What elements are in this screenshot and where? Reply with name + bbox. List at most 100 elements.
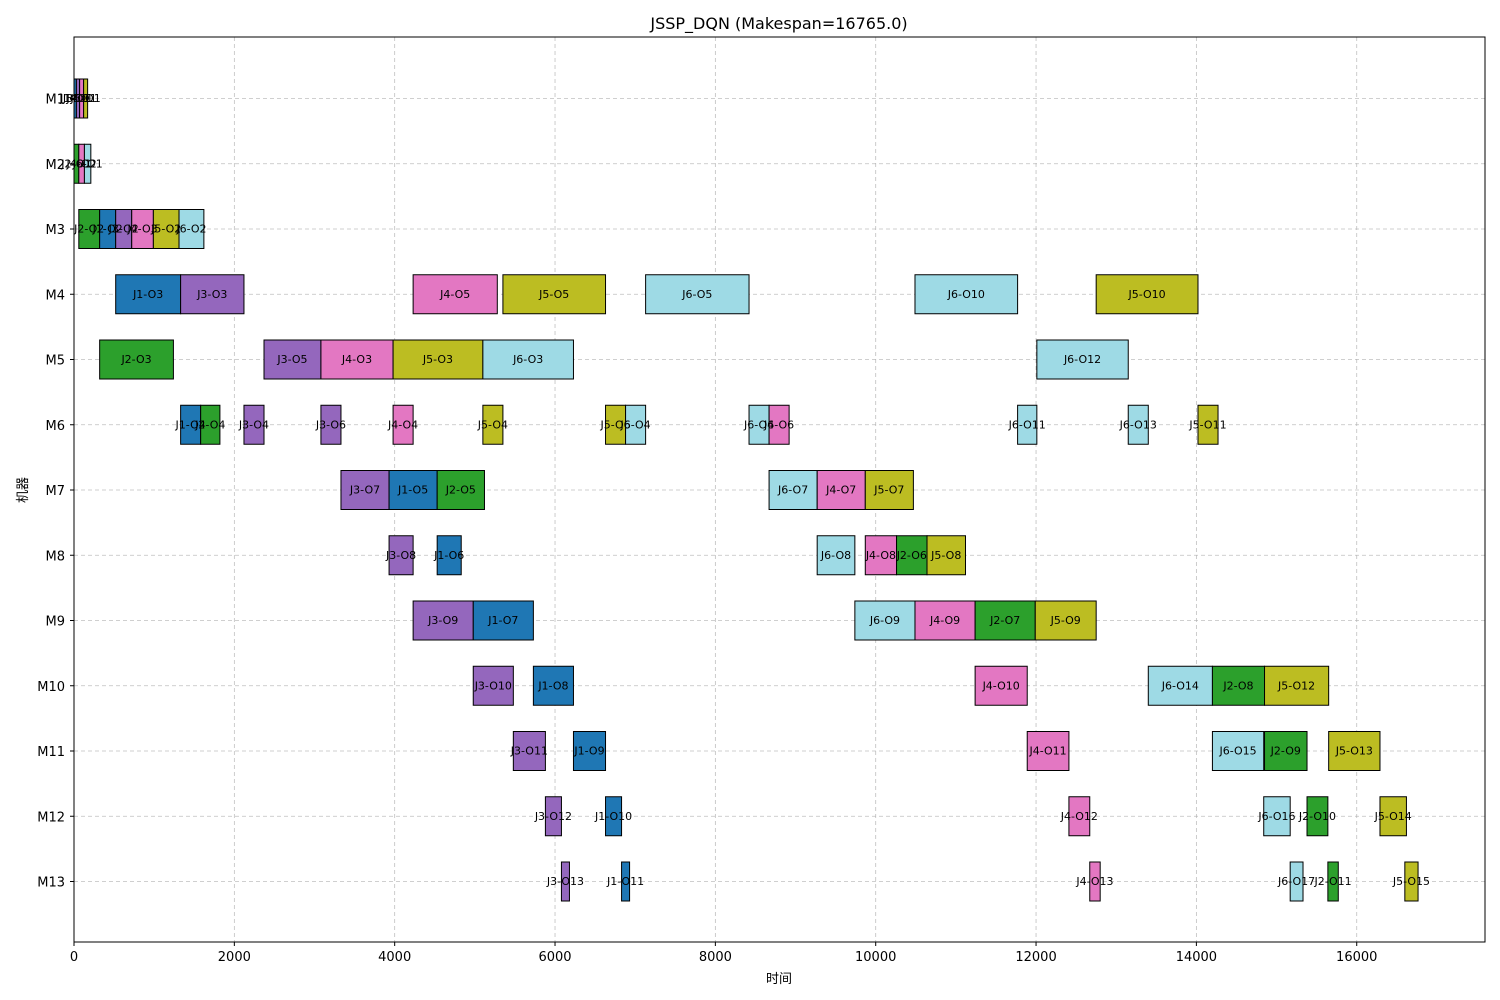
task-label: J3-O6: [315, 418, 346, 431]
task-bar: [864, 470, 914, 510]
y-tick-label: M3: [46, 223, 66, 238]
task-bar: [1328, 731, 1381, 771]
task-bar: [392, 404, 414, 445]
task-label: J3-O10: [474, 679, 512, 692]
task-label: J4-O2: [66, 157, 97, 170]
task-bar: [1036, 339, 1129, 380]
task-label: J1-O2: [92, 223, 123, 236]
task-label: J2-O4: [194, 418, 225, 431]
task-label: J1-O1: [59, 92, 90, 105]
task-bar: [388, 535, 414, 576]
task-label: J1-O10: [594, 810, 632, 823]
task-label: J5-O2: [150, 223, 181, 236]
task-label: J6-O7: [777, 484, 808, 497]
task-bar: [1034, 600, 1097, 641]
task-bar: [1089, 861, 1101, 902]
task-bar: [1306, 796, 1329, 837]
task-bar: [200, 404, 221, 445]
task-label: J5-O11: [1188, 418, 1226, 431]
task-label: J3-O12: [534, 810, 572, 823]
task-label: J5-O15: [1392, 875, 1430, 888]
task-bar: [412, 274, 498, 315]
y-tick-label: M9: [46, 615, 66, 630]
task-label: J1-O3: [132, 288, 163, 301]
task-label: J4-O9: [929, 614, 960, 627]
task-bar: [412, 600, 474, 641]
task-label: J6-O12: [1063, 353, 1101, 366]
task-bar: [645, 274, 750, 315]
task-bar: [180, 274, 245, 315]
task-bar: [482, 339, 574, 380]
task-bar: [340, 470, 390, 510]
task-label: J6-O13: [1119, 418, 1157, 431]
task-bar: [1379, 796, 1407, 837]
task-label: J2-O8: [1222, 679, 1253, 692]
y-tick-label: M5: [46, 354, 66, 369]
task-bar: [816, 535, 856, 576]
task-label: J1-O11: [606, 875, 644, 888]
task-bar: [472, 665, 514, 706]
task-label: J4-O1: [66, 92, 97, 105]
y-axis-ticks: M1 M2 M3 M4 M5 M6 M7 M8 M9 M10 M11 M12 M13: [37, 93, 74, 891]
task-bar: [83, 143, 92, 184]
task-bar: [1068, 796, 1091, 837]
task-label: J6-O5: [681, 288, 712, 301]
task-label: J2-O10: [1298, 810, 1336, 823]
x-tick-label: 8000: [699, 950, 732, 965]
task-label: J5-O3: [422, 353, 453, 366]
task-label: J3-O1: [62, 92, 93, 105]
task-label: J6-O10: [947, 288, 985, 301]
task-label: J3-O8: [385, 549, 416, 562]
task-bar: [1404, 861, 1419, 902]
task-label: J5-O7: [873, 484, 904, 497]
task-bar: [1017, 404, 1038, 445]
task-label: J6-O3: [512, 353, 543, 366]
task-bar: [436, 470, 485, 510]
task-label: J4-O6: [763, 418, 794, 431]
y-tick-label: M1: [46, 93, 66, 108]
task-label: J1-O5: [397, 484, 428, 497]
task-label: J3-O7: [349, 484, 380, 497]
x-tick-label: 12000: [1015, 950, 1056, 965]
task-bar: [243, 404, 265, 445]
task-label: J5-O12: [1277, 679, 1315, 692]
y-tick-label: M7: [46, 484, 66, 499]
x-axis-title: 时间: [766, 972, 792, 987]
task-bar: [99, 339, 174, 380]
task-bar: [625, 404, 647, 445]
task-bar: [1211, 665, 1266, 706]
task-label: J6-O4: [620, 418, 651, 431]
task-label: J4-O8: [865, 549, 896, 562]
task-bar: [768, 404, 790, 445]
task-label: J4-O13: [1075, 875, 1113, 888]
task-label: J3-O2: [108, 223, 139, 236]
task-label: J5-O13: [1335, 745, 1373, 758]
task-label: J2-O1: [60, 157, 91, 170]
task-label: J5-O5: [538, 288, 569, 301]
task-bar: [512, 731, 546, 771]
task-label: J5-O1: [70, 92, 101, 105]
task-bar: [816, 470, 866, 510]
task-bar: [178, 209, 205, 249]
task-label: J4-O11: [1028, 745, 1066, 758]
x-tick-label: 0: [70, 950, 78, 965]
task-label: J6-O8: [820, 549, 851, 562]
task-bar: [1264, 731, 1308, 771]
task-label: J2-O9: [1270, 745, 1301, 758]
task-bar: [1327, 861, 1339, 902]
task-label: J4-O10: [982, 679, 1020, 692]
task-label: J2-O2: [73, 223, 104, 236]
task-label: J5-O9: [1050, 614, 1081, 627]
task-bar: [560, 861, 570, 902]
task-label: J6-O17: [1277, 875, 1315, 888]
task-label: J2-O3: [120, 353, 151, 366]
task-label: J1-O4: [175, 418, 206, 431]
task-label: J6-O1: [72, 157, 103, 170]
x-tick-label: 10000: [855, 950, 896, 965]
y-tick-label: M8: [46, 549, 66, 564]
task-label: J4-O5: [439, 288, 470, 301]
task-label: J5-O4: [477, 418, 508, 431]
